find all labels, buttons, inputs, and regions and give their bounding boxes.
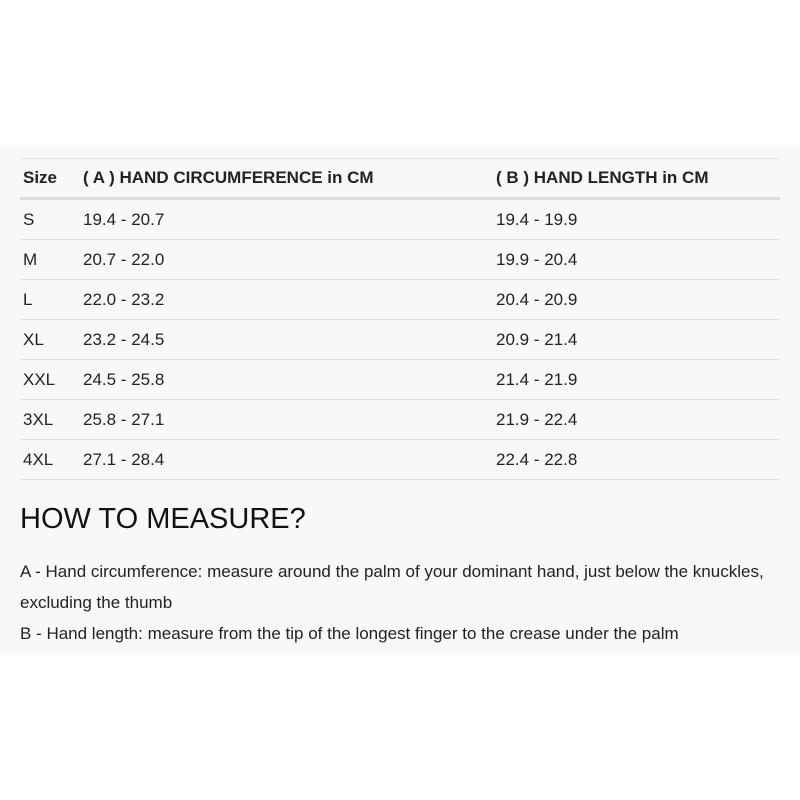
- cell-circumference: 24.5 - 25.8: [83, 359, 496, 400]
- cell-length: 20.4 - 20.9: [496, 279, 780, 320]
- cell-size: XXL: [20, 359, 83, 400]
- cell-length: 22.4 - 22.8: [496, 439, 780, 480]
- cell-length: 20.9 - 21.4: [496, 319, 780, 360]
- cell-circumference: 23.2 - 24.5: [83, 319, 496, 360]
- cell-size: XL: [20, 319, 83, 360]
- table-row: 4XL 27.1 - 28.4 22.4 - 22.8: [20, 439, 780, 480]
- cell-circumference: 27.1 - 28.4: [83, 439, 496, 480]
- instruction-a: A - Hand circumference: measure around t…: [20, 562, 764, 612]
- table-row: L 22.0 - 23.2 20.4 - 20.9: [20, 279, 780, 320]
- measure-instructions: A - Hand circumference: measure around t…: [20, 556, 795, 649]
- header-size: Size: [20, 158, 83, 200]
- table-row: XXL 24.5 - 25.8 21.4 - 21.9: [20, 359, 780, 400]
- table-row: XL 23.2 - 24.5 20.9 - 21.4: [20, 319, 780, 360]
- table-header-row: Size ( A ) HAND CIRCUMFERENCE in CM ( B …: [20, 158, 780, 200]
- table-row: M 20.7 - 22.0 19.9 - 20.4: [20, 239, 780, 280]
- cell-length: 19.4 - 19.9: [496, 198, 780, 240]
- cell-length: 21.9 - 22.4: [496, 399, 780, 440]
- size-chart-panel: Size ( A ) HAND CIRCUMFERENCE in CM ( B …: [0, 145, 800, 655]
- cell-size: 3XL: [20, 399, 83, 440]
- cell-circumference: 20.7 - 22.0: [83, 239, 496, 280]
- header-length: ( B ) HAND LENGTH in CM: [496, 158, 780, 200]
- cell-circumference: 22.0 - 23.2: [83, 279, 496, 320]
- cell-length: 19.9 - 20.4: [496, 239, 780, 280]
- cell-size: L: [20, 279, 83, 320]
- instruction-b: B - Hand length: measure from the tip of…: [20, 624, 679, 643]
- how-to-measure-title: HOW TO MEASURE?: [20, 503, 306, 535]
- cell-circumference: 25.8 - 27.1: [83, 399, 496, 440]
- header-circumference: ( A ) HAND CIRCUMFERENCE in CM: [83, 158, 496, 200]
- cell-size: S: [20, 198, 83, 240]
- table-row: S 19.4 - 20.7 19.4 - 19.9: [20, 198, 780, 240]
- size-chart-table: Size ( A ) HAND CIRCUMFERENCE in CM ( B …: [20, 158, 780, 480]
- cell-length: 21.4 - 21.9: [496, 359, 780, 400]
- table-row: 3XL 25.8 - 27.1 21.9 - 22.4: [20, 399, 780, 440]
- cell-size: 4XL: [20, 439, 83, 480]
- cell-circumference: 19.4 - 20.7: [83, 198, 496, 240]
- cell-size: M: [20, 239, 83, 280]
